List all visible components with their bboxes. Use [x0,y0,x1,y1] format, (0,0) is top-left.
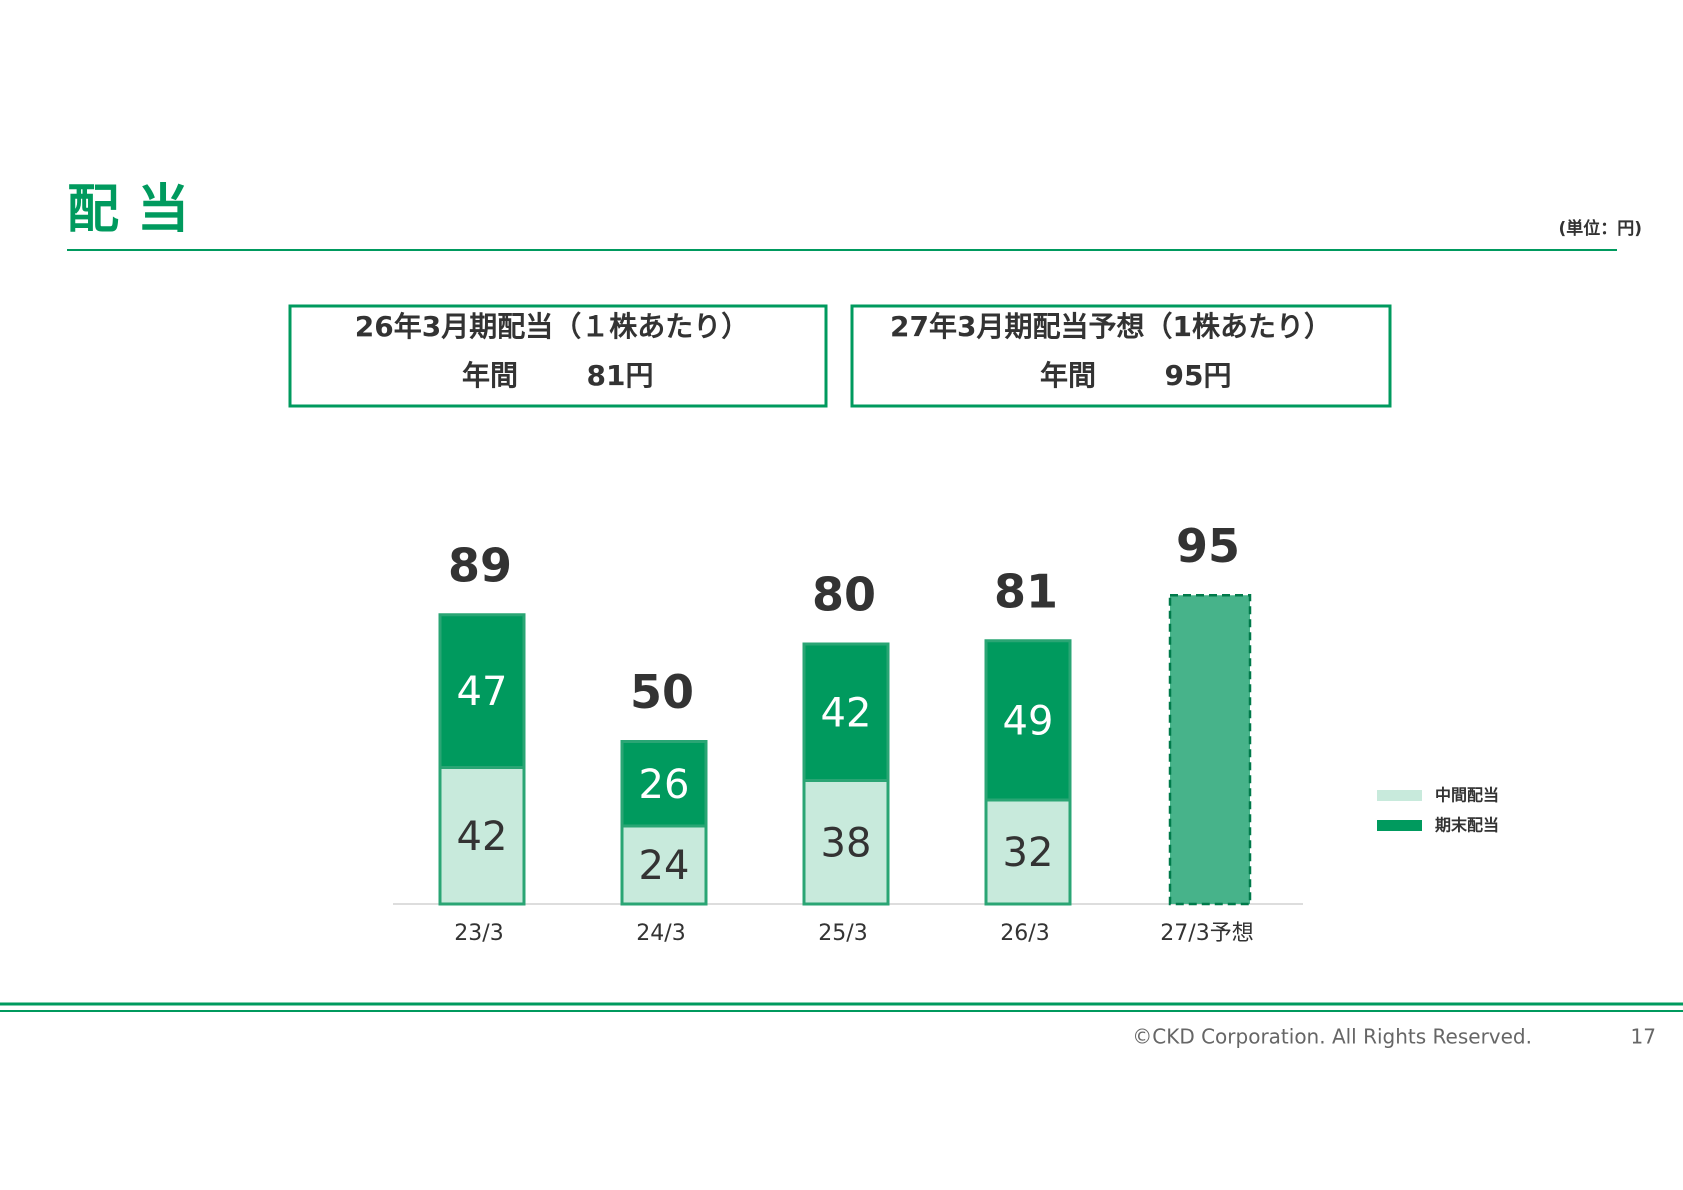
bar-segment [438,766,526,906]
legend-label: 中間配当 [1435,786,1499,805]
x-tick-label: 26/3 [1000,921,1049,946]
box-label: 年間 [462,359,518,392]
segment-label: 32 [1003,830,1054,876]
x-tick-label: 25/3 [818,921,867,946]
page-number: 17 [1631,1025,1656,1049]
total-label: 50 [630,665,694,719]
segment-label: 38 [821,820,872,866]
box-label: 年間 [1040,359,1096,392]
unit-label: (単位：円) [1558,218,1642,239]
legend-label: 期末配当 [1435,816,1499,835]
total-label: 89 [448,538,512,592]
segment-label: 42 [457,814,508,860]
bar-segment [438,613,526,769]
segment-label: 42 [821,690,872,736]
x-tick-label: 24/3 [636,921,685,946]
bar-segment [620,740,708,828]
total-label: 95 [1176,519,1240,573]
box-amount: 95円 [1165,359,1232,392]
segment-label: 26 [639,762,690,808]
slide-title: 配 当 [67,180,189,240]
box-title: 26年3月期配当（１株あたり） [355,310,749,343]
bar-segment [984,639,1072,802]
copyright: ©CKD Corporation. All Rights Reserved. [1132,1025,1532,1049]
bar-segment [802,642,890,782]
segment-label: 49 [1003,698,1054,744]
bar-segment [620,824,708,906]
total-label: 81 [994,564,1058,618]
legend-swatch [1377,820,1422,831]
box-title: 27年3月期配当予想（1株あたり） [890,310,1332,343]
segment-label: 24 [639,843,690,889]
x-tick-label: 27/3予想 [1160,921,1253,946]
forecast-bar [1168,594,1252,906]
bar-segment [802,779,890,906]
box-amount: 81円 [587,359,654,392]
legend-swatch [1377,790,1422,801]
segment-label: 47 [457,669,508,715]
summary-box [850,304,1392,408]
x-tick-label: 23/3 [454,921,503,946]
summary-box [288,304,828,408]
total-label: 80 [812,568,876,622]
